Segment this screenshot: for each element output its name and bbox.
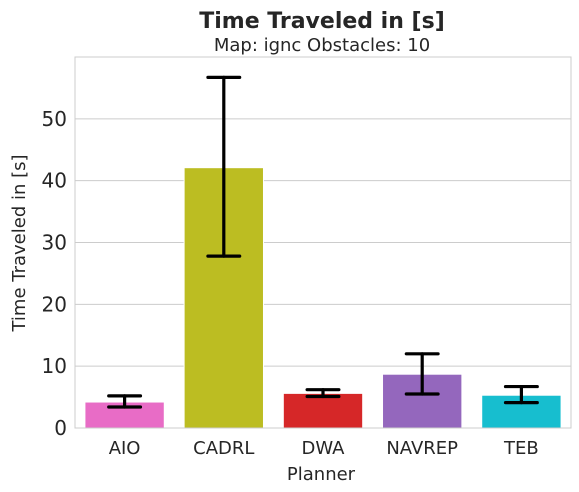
chart-subtitle: Map: ignc Obstacles: 10	[214, 35, 430, 56]
y-tick-labels: 0 10 20 30 40 50	[42, 107, 67, 440]
chart-title: Time Traveled in [s]	[199, 9, 445, 34]
y-tick-label: 30	[42, 231, 67, 255]
y-tick-label: 40	[42, 169, 67, 193]
x-tick-label: TEB	[503, 438, 539, 459]
x-tick-label: DWA	[302, 438, 346, 459]
x-tick-labels: AIO CADRL DWA NAVREP TEB	[109, 438, 539, 459]
x-axis-label: Planner	[287, 464, 356, 485]
plot-area-frame	[74, 56, 572, 429]
y-tick-label: 20	[42, 292, 67, 316]
bars	[84, 167, 562, 429]
y-tick-label: 0	[54, 416, 67, 440]
error-bars	[107, 75, 539, 409]
x-tick-label: CADRL	[193, 438, 254, 459]
bar-dwa	[282, 392, 364, 429]
x-tick-label: AIO	[109, 438, 141, 459]
y-tick-label: 50	[42, 107, 67, 131]
x-tick-label: NAVREP	[386, 438, 458, 459]
y-axis-label: Time Traveled in [s]	[9, 154, 30, 332]
y-tick-label: 10	[42, 354, 67, 378]
